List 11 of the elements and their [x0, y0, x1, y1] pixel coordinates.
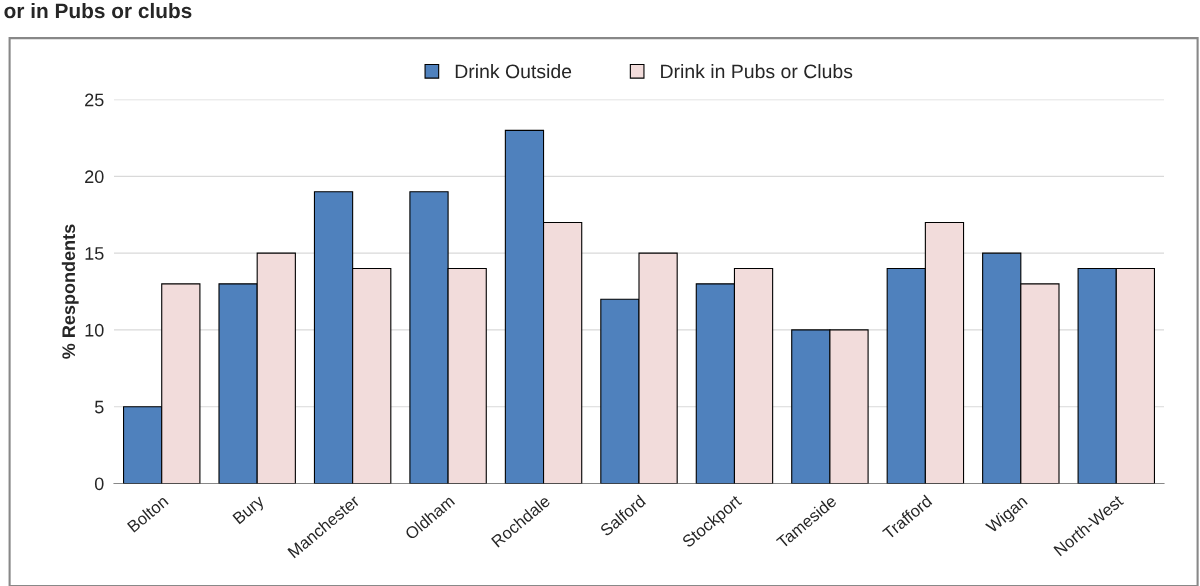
- y-tick-label: 5: [94, 400, 104, 414]
- y-tick-label: 20: [85, 170, 104, 184]
- y-axis-title: % Respondents: [61, 224, 79, 359]
- legend-label: Drink Outside: [455, 63, 572, 79]
- y-tick-label: 10: [85, 323, 104, 337]
- legend-label: Drink in Pubs or Clubs: [661, 63, 853, 79]
- y-tick-label: 25: [85, 93, 104, 107]
- y-tick-label: 0: [94, 477, 104, 491]
- x-tick-label: Bury: [232, 494, 268, 527]
- y-tick-label: 15: [85, 247, 104, 260]
- chart-title: or in Pubs or clubs: [4, 2, 192, 19]
